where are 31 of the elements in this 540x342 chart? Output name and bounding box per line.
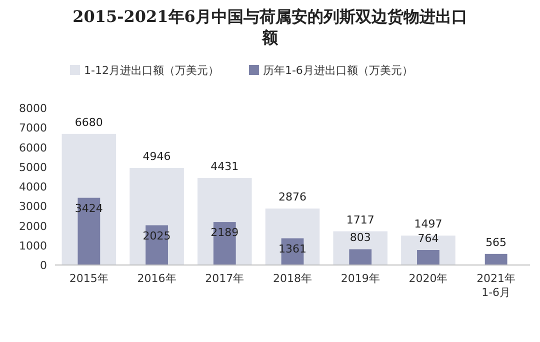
x-tick-label: 2016年 [137,272,176,285]
y-tick-label: 4000 [19,180,47,194]
bar [484,254,508,265]
data-label: 803 [350,231,371,244]
legend-label: 1-12月进出口额（万美元） [84,64,219,77]
data-label: 4431 [210,160,239,174]
y-tick-label: 7000 [19,122,47,135]
x-tick-label: 2018年 [273,272,312,285]
x-tick-label: 2020年 [408,272,448,285]
y-tick-label: 0 [40,259,47,272]
y-tick-label: 1000 [19,239,47,252]
x-tick-label: 2017年 [205,272,244,285]
data-label: 565 [486,236,507,249]
data-label: 1497 [414,218,442,231]
y-tick-label: 2000 [19,220,47,233]
data-label: 1717 [346,213,374,226]
x-tick-label: 2019年 [340,272,380,285]
data-label: 2876 [278,190,306,204]
y-tick-label: 5000 [19,160,47,174]
y-tick-label: 6000 [19,141,47,154]
legend-label: 历年1-6月进出口额（万美元） [262,64,413,77]
x-tick-label: 2015年 [69,272,108,285]
y-tick-label: 3000 [19,200,47,214]
bar [417,250,440,265]
x-tick-label: 2021年1-6月 [476,272,516,299]
chart-title: 2015-2021年6月中国与荷属安的列斯双边货物进出口额 [72,7,468,47]
data-label: 4946 [142,150,171,163]
data-label: 6680 [74,116,103,129]
bar [349,249,372,265]
data-label: 764 [418,232,439,246]
y-tick-label: 8000 [19,102,47,115]
